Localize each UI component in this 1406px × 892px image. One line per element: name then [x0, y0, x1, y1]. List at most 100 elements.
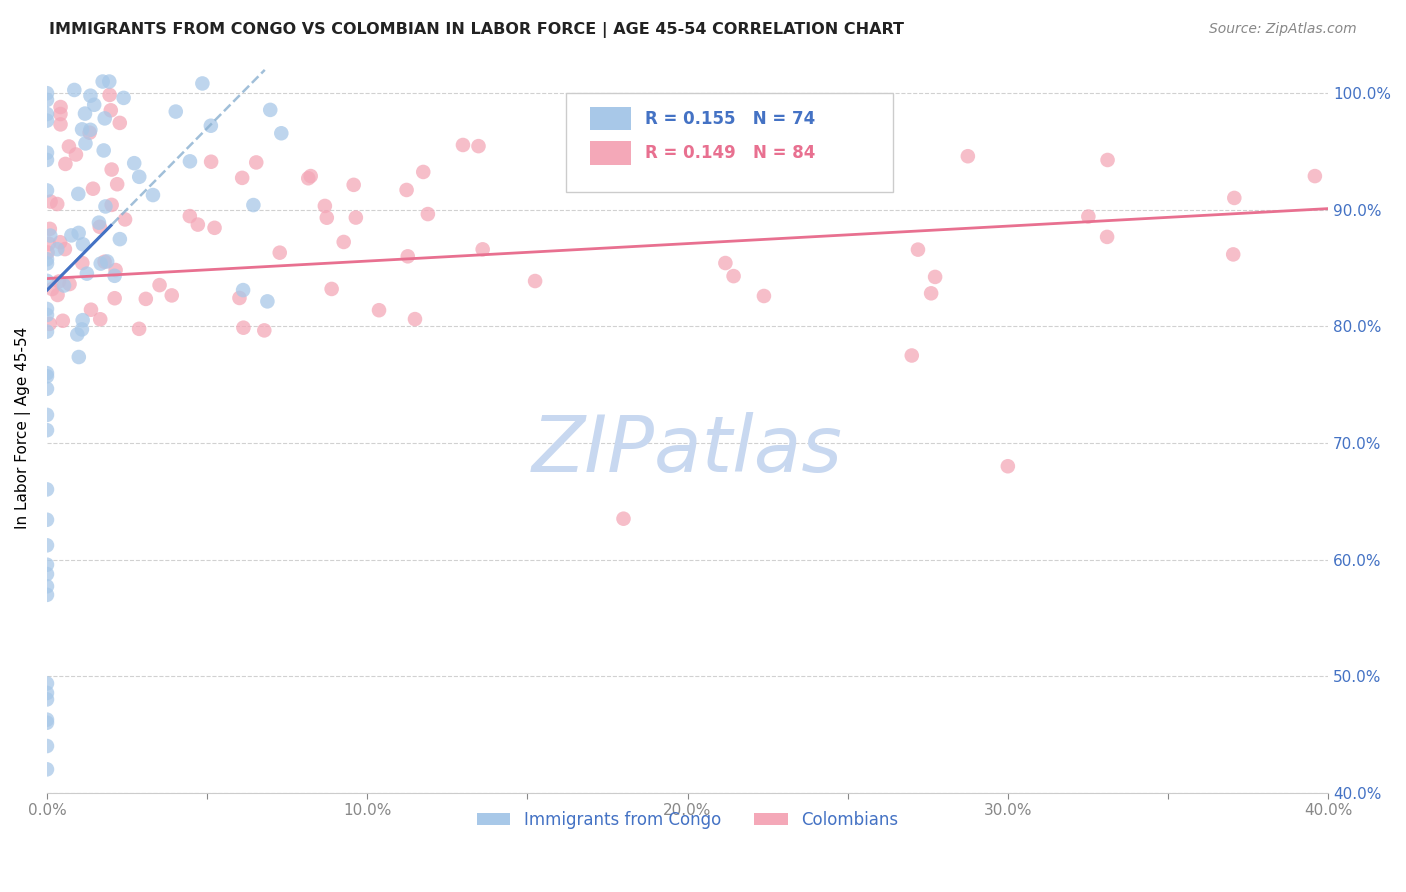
Point	[297, 171, 319, 186]
Point	[49, 100, 72, 114]
Point	[232, 283, 254, 297]
Point	[35, 107, 58, 121]
Point	[89, 219, 111, 234]
Point	[79, 88, 101, 103]
Point	[100, 198, 122, 212]
Point	[416, 207, 439, 221]
Point	[35, 676, 58, 690]
Point	[67, 226, 90, 240]
Point	[83, 97, 105, 112]
Point	[104, 291, 127, 305]
Point	[714, 256, 737, 270]
Point	[63, 83, 86, 97]
Point	[187, 218, 209, 232]
Point	[332, 235, 354, 249]
Point	[39, 228, 62, 243]
Point	[256, 294, 278, 309]
Point	[100, 103, 122, 118]
Point	[467, 139, 489, 153]
Point	[35, 382, 58, 396]
Point	[37, 245, 59, 260]
Point	[79, 123, 101, 137]
FancyBboxPatch shape	[591, 107, 631, 130]
Text: IMMIGRANTS FROM CONGO VS COLOMBIAN IN LABOR FORCE | AGE 45-54 CORRELATION CHART: IMMIGRANTS FROM CONGO VS COLOMBIAN IN LA…	[49, 22, 904, 38]
Point	[108, 232, 131, 246]
Y-axis label: In Labor Force | Age 45-54: In Labor Force | Age 45-54	[15, 327, 31, 530]
Point	[269, 245, 291, 260]
Point	[35, 686, 58, 700]
Point	[395, 183, 418, 197]
Point	[41, 282, 63, 296]
Point	[72, 237, 94, 252]
Point	[38, 222, 60, 236]
Point	[35, 513, 58, 527]
Point	[1303, 169, 1326, 183]
Point	[35, 308, 58, 322]
Point	[53, 278, 76, 293]
Point	[1097, 153, 1119, 167]
Point	[831, 151, 853, 165]
Point	[98, 87, 121, 102]
Point	[368, 303, 391, 318]
Point	[752, 289, 775, 303]
Point	[344, 211, 367, 225]
Point	[65, 147, 87, 161]
Point	[228, 291, 250, 305]
Point	[76, 267, 98, 281]
Point	[396, 249, 419, 263]
Point	[104, 263, 127, 277]
Point	[66, 327, 89, 342]
Point	[39, 194, 62, 209]
Point	[35, 325, 58, 339]
Point	[70, 322, 93, 336]
Point	[48, 275, 70, 289]
Point	[55, 157, 77, 171]
Point	[315, 211, 337, 225]
Point	[314, 199, 336, 213]
Point	[46, 242, 69, 256]
Text: ZIPatlas: ZIPatlas	[531, 412, 844, 488]
Point	[128, 322, 150, 336]
Point	[1222, 247, 1244, 261]
Point	[200, 154, 222, 169]
Point	[35, 93, 58, 107]
Point	[35, 366, 58, 380]
Point	[907, 243, 929, 257]
Point	[723, 269, 745, 284]
Point	[148, 278, 170, 293]
Point	[35, 408, 58, 422]
Point	[128, 169, 150, 184]
Point	[924, 269, 946, 284]
Point	[46, 288, 69, 302]
Point	[191, 77, 214, 91]
Point	[82, 182, 104, 196]
Point	[35, 538, 58, 552]
Point	[35, 558, 58, 572]
Point	[900, 349, 922, 363]
Point	[38, 236, 60, 251]
Point	[35, 274, 58, 288]
Point	[46, 197, 69, 211]
Point	[1223, 191, 1246, 205]
Point	[79, 126, 101, 140]
Point	[35, 762, 58, 776]
Point	[108, 116, 131, 130]
Point	[91, 74, 114, 88]
Point	[179, 209, 201, 223]
Point	[299, 169, 322, 183]
Text: Source: ZipAtlas.com: Source: ZipAtlas.com	[1209, 22, 1357, 37]
Point	[67, 350, 90, 364]
Point	[35, 369, 58, 384]
Point	[75, 136, 97, 151]
Point	[35, 153, 58, 167]
Point	[70, 122, 93, 136]
Point	[60, 228, 83, 243]
Point	[612, 512, 634, 526]
Point	[245, 155, 267, 169]
Text: R = 0.155   N = 74: R = 0.155 N = 74	[645, 110, 815, 128]
Point	[98, 74, 121, 88]
Point	[165, 104, 187, 119]
Point	[920, 286, 942, 301]
Point	[89, 312, 111, 326]
Point	[72, 313, 94, 327]
